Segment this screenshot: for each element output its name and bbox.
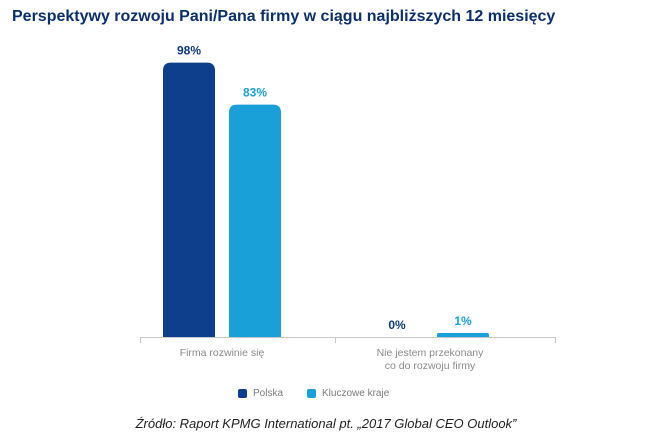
category-label: co do rozwoju firmy bbox=[385, 360, 476, 372]
legend-swatch-kluczowe-kraje bbox=[307, 389, 317, 398]
category-label: Firma rozwinie się bbox=[180, 347, 265, 359]
data-label: 0% bbox=[388, 318, 406, 332]
legend-label-kluczowe-kraje: Kluczowe kraje bbox=[322, 388, 390, 399]
legend-item-kluczowe-kraje: Kluczowe kraje bbox=[307, 388, 389, 399]
bar-polska bbox=[163, 62, 215, 337]
category-label: Nie jestem przekonany bbox=[377, 347, 485, 359]
legend: Polska Kluczowe kraje bbox=[238, 388, 413, 399]
bar-kluczowe-kraje bbox=[229, 104, 281, 337]
chart-title: Perspektywy rozwoju Pani/Pana firmy w ci… bbox=[12, 8, 556, 25]
legend-swatch-polska bbox=[238, 389, 247, 398]
data-label: 1% bbox=[454, 314, 472, 328]
source-note: Źródło: Raport KPMG International pt. „2… bbox=[135, 416, 517, 431]
legend-item-polska: Polska bbox=[238, 388, 283, 399]
legend-label-polska: Polska bbox=[253, 388, 284, 399]
bar-kluczowe-kraje bbox=[437, 333, 489, 337]
data-label: 98% bbox=[177, 44, 201, 58]
data-label: 83% bbox=[243, 86, 267, 100]
